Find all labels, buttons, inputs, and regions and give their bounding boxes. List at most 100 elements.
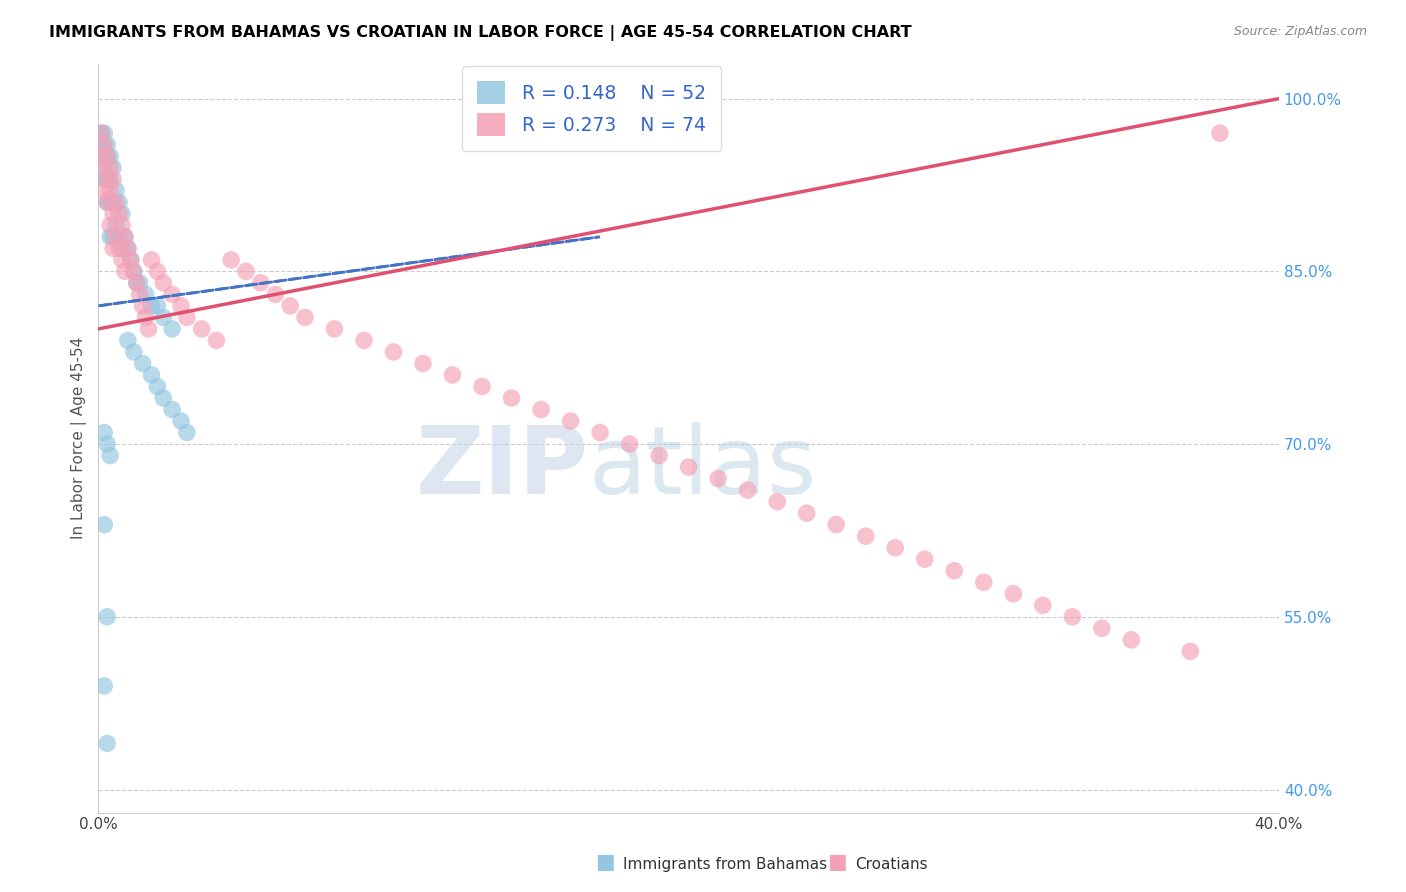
Point xyxy=(120,252,142,267)
Point xyxy=(108,229,131,244)
Point xyxy=(152,391,174,405)
Point xyxy=(93,137,115,152)
Point xyxy=(1180,644,1202,658)
Point xyxy=(135,287,157,301)
Point xyxy=(105,229,128,244)
Point xyxy=(619,437,641,451)
Point xyxy=(90,126,112,140)
Point xyxy=(93,425,115,440)
Point xyxy=(111,252,134,267)
Text: IMMIGRANTS FROM BAHAMAS VS CROATIAN IN LABOR FORCE | AGE 45-54 CORRELATION CHART: IMMIGRANTS FROM BAHAMAS VS CROATIAN IN L… xyxy=(49,25,912,41)
Point xyxy=(1062,609,1084,624)
Point xyxy=(93,184,115,198)
Point xyxy=(170,299,193,313)
Point xyxy=(98,195,121,210)
Point xyxy=(114,229,136,244)
Point xyxy=(96,195,118,210)
Point xyxy=(128,276,150,290)
Point xyxy=(101,195,124,210)
Point xyxy=(96,149,118,163)
Point xyxy=(353,334,375,348)
Point xyxy=(131,299,153,313)
Point xyxy=(249,276,271,290)
Point xyxy=(441,368,464,382)
Point xyxy=(707,472,730,486)
Point xyxy=(135,310,157,325)
Point xyxy=(796,506,818,520)
Point xyxy=(117,241,139,255)
Text: atlas: atlas xyxy=(588,422,817,515)
Point xyxy=(825,517,848,532)
Text: ■: ■ xyxy=(595,853,614,872)
Point xyxy=(294,310,316,325)
Text: ■: ■ xyxy=(827,853,846,872)
Point xyxy=(93,126,115,140)
Point xyxy=(530,402,553,417)
Point xyxy=(111,219,134,233)
Point xyxy=(884,541,907,555)
Point xyxy=(114,264,136,278)
Point xyxy=(98,219,121,233)
Point xyxy=(323,322,346,336)
Point xyxy=(125,276,148,290)
Point xyxy=(382,345,405,359)
Point xyxy=(120,252,142,267)
Point xyxy=(176,425,198,440)
Point xyxy=(141,368,163,382)
Point xyxy=(914,552,936,566)
Point xyxy=(138,322,160,336)
Legend:  R = 0.148    N = 52,  R = 0.273    N = 74: R = 0.148 N = 52, R = 0.273 N = 74 xyxy=(463,66,721,151)
Point xyxy=(96,172,118,186)
Point xyxy=(101,161,124,175)
Point xyxy=(501,391,523,405)
Point xyxy=(108,241,131,255)
Point xyxy=(1032,599,1054,613)
Point xyxy=(160,402,183,417)
Point xyxy=(117,241,139,255)
Point xyxy=(146,299,169,313)
Point xyxy=(111,241,134,255)
Point xyxy=(678,460,700,475)
Point xyxy=(98,172,121,186)
Text: Source: ZipAtlas.com: Source: ZipAtlas.com xyxy=(1233,25,1367,38)
Point xyxy=(737,483,759,497)
Point xyxy=(1209,126,1232,140)
Point xyxy=(98,229,121,244)
Point xyxy=(96,195,118,210)
Point xyxy=(90,149,112,163)
Point xyxy=(93,517,115,532)
Point xyxy=(152,310,174,325)
Point xyxy=(105,184,128,198)
Point xyxy=(105,219,128,233)
Text: ZIP: ZIP xyxy=(415,422,588,515)
Point xyxy=(93,172,115,186)
Point xyxy=(98,449,121,463)
Point xyxy=(96,137,118,152)
Point xyxy=(152,276,174,290)
Point xyxy=(96,609,118,624)
Y-axis label: In Labor Force | Age 45-54: In Labor Force | Age 45-54 xyxy=(72,337,87,540)
Point xyxy=(96,172,118,186)
Point xyxy=(855,529,877,543)
Point xyxy=(90,137,112,152)
Point xyxy=(205,334,228,348)
Point xyxy=(412,356,434,370)
Point xyxy=(1121,632,1143,647)
Point xyxy=(943,564,966,578)
Point xyxy=(219,252,242,267)
Point xyxy=(125,276,148,290)
Point xyxy=(1002,587,1025,601)
Point xyxy=(96,736,118,750)
Point xyxy=(131,356,153,370)
Point xyxy=(93,149,115,163)
Text: Croatians: Croatians xyxy=(855,857,928,872)
Point xyxy=(141,252,163,267)
Point xyxy=(589,425,612,440)
Point xyxy=(190,322,212,336)
Point xyxy=(973,575,995,590)
Point xyxy=(122,264,145,278)
Point xyxy=(96,149,118,163)
Point xyxy=(101,207,124,221)
Point xyxy=(160,287,183,301)
Point xyxy=(160,322,183,336)
